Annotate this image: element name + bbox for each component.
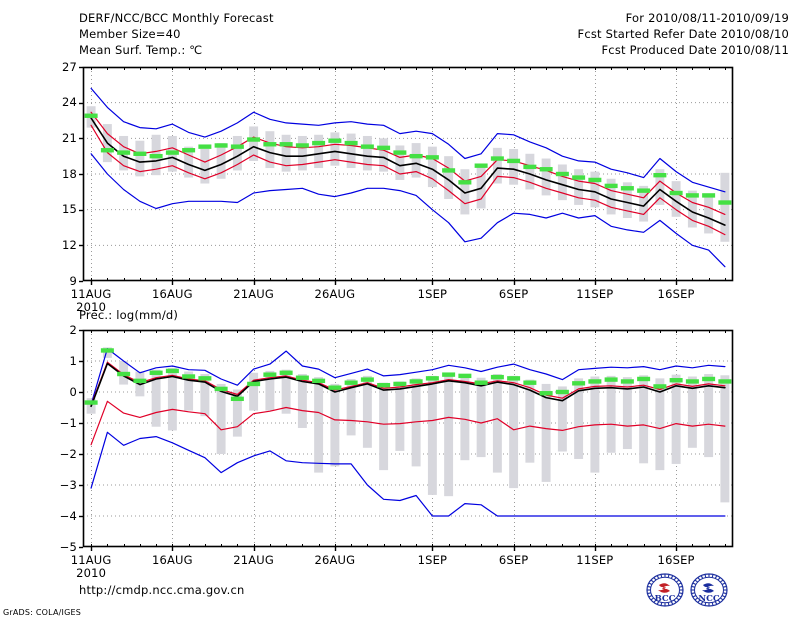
x-axis-tick-label: 1SEP <box>417 553 448 567</box>
x-axis-tick-label: 11SEP <box>576 553 614 567</box>
x-axis-tick-label: 11AUG <box>70 287 112 301</box>
svg-text:NCC: NCC <box>698 594 720 604</box>
x-axis-tick-label: 6SEP <box>498 553 529 567</box>
grads-credit: GrADS: COLA/IGES <box>3 608 82 617</box>
y-axis-tick-label: −1 <box>59 415 77 430</box>
y-axis-tick-label: 27 <box>61 59 77 74</box>
x-axis-tick-label: 1SEP <box>417 287 448 301</box>
y-axis-tick-label: −2 <box>59 446 77 461</box>
x-axis-tick-label: 21AUG <box>233 287 275 301</box>
y-axis-tick-label: 18 <box>61 166 77 181</box>
x-axis-tick-label: 11AUG <box>70 553 112 567</box>
member-size-label: Member Size=40 <box>79 27 181 41</box>
fcst-started-refer-label: Fcst Started Refer Date 2010/08/10 <box>577 27 789 41</box>
x-axis-tick-label: 6SEP <box>498 287 529 301</box>
y-axis-tick-label: 1 <box>69 353 77 368</box>
y-axis-tick-label: −5 <box>59 539 77 554</box>
svg-text:BCC: BCC <box>655 594 676 604</box>
bottom-panel-axis-label: Prec.: log(mm/d) <box>79 308 179 322</box>
x-axis-tick-label: 26AUG <box>314 287 356 301</box>
x-axis-tick-label: 21AUG <box>233 553 275 567</box>
x-axis-tick-label: 16AUG <box>151 287 193 301</box>
y-axis-tick-label: 15 <box>61 202 77 217</box>
y-axis-tick-label: 9 <box>69 273 77 288</box>
cmdp-url[interactable]: http://cmdp.ncc.cma.gov.cn <box>79 583 245 597</box>
forecast-title: DERF/NCC/BCC Monthly Forecast <box>79 11 274 25</box>
x-axis-year-label: 2010 <box>76 300 107 314</box>
y-axis-tick-label: −3 <box>59 477 77 492</box>
ncc-logo: NCC <box>689 573 729 607</box>
y-axis-tick-label: −4 <box>59 508 77 523</box>
y-axis-tick-label: 12 <box>61 237 77 252</box>
x-axis-tick-label: 26AUG <box>314 553 356 567</box>
x-axis-year-label: 2010 <box>76 566 107 580</box>
y-axis-tick-label: 0 <box>69 384 77 399</box>
y-axis-tick-label: 24 <box>61 95 77 110</box>
forecast-range-label: For 2010/08/11-2010/09/19 <box>625 11 789 25</box>
fcst-produced-label: Fcst Produced Date 2010/08/11 <box>601 43 789 57</box>
x-axis-tick-label: 16SEP <box>657 287 695 301</box>
top-panel-axis-label: Mean Surf. Temp.: ℃ <box>79 43 203 57</box>
y-axis-tick-label: 21 <box>61 130 77 145</box>
y-axis-tick-label: 2 <box>69 322 77 337</box>
bcc-logo: BCC <box>645 573 685 607</box>
x-axis-tick-label: 11SEP <box>576 287 614 301</box>
x-axis-tick-label: 16SEP <box>657 553 695 567</box>
x-axis-tick-label: 16AUG <box>151 553 193 567</box>
